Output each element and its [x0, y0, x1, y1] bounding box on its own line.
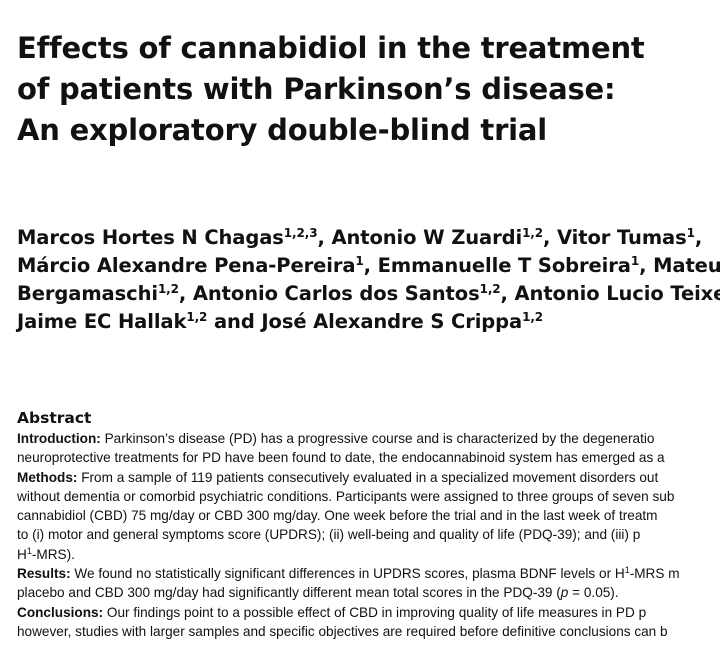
abstract-line: to (i) motor and general symptoms score …	[17, 527, 641, 543]
conclusions-label: Conclusions:	[17, 604, 104, 620]
author-affiliation: 1	[355, 254, 364, 268]
author-affiliation: 1,2	[186, 310, 208, 324]
author-name: José Alexandre S Crippa	[261, 310, 523, 333]
author-separator: ,	[543, 226, 558, 249]
author-line: Marcos Hortes N Chagas1,2,3, Antonio W Z…	[17, 224, 720, 252]
methods-text: H	[17, 546, 27, 562]
author-affiliation: 1	[630, 254, 640, 268]
abstract-line: Conclusions: Our findings point to a pos…	[17, 603, 720, 622]
methods-label: Methods:	[17, 469, 78, 485]
author-name: Vitor Tumas	[557, 226, 687, 249]
abstract-section: Abstract Introduction: Parkinson’s disea…	[17, 408, 720, 641]
author-line: Bergamaschi1,2, Antonio Carlos dos Santo…	[17, 280, 720, 308]
title-line: An exploratory double-blind trial	[17, 113, 548, 147]
author-separator: ,	[363, 254, 378, 277]
superscript: 1	[26, 545, 32, 556]
introduction-label: Introduction:	[17, 431, 101, 446]
superscript: 1	[624, 565, 630, 576]
abstract-line: placebo and CBD 300 mg/day had significa…	[17, 583, 720, 602]
author-separator: and	[207, 310, 262, 333]
article-title: Effects of cannabidiol in the treatment …	[17, 28, 645, 151]
author-name: Jaime EC Hallak	[17, 310, 187, 333]
results-text: placebo and CBD 300 mg/day had significa…	[17, 585, 561, 601]
author-name: Mateus M	[653, 254, 720, 277]
author-name: Emmanuelle T Sobreira	[377, 254, 631, 277]
author-name: Antonio Carlos dos Santos	[192, 282, 480, 305]
author-separator: ,	[639, 254, 654, 277]
author-affiliation: 1,2,3	[283, 226, 318, 240]
p-value-symbol: p	[560, 585, 569, 601]
author-name: Antonio W Zuardi	[331, 226, 523, 249]
methods-text: From a sample of 119 patients consecutiv…	[81, 469, 659, 485]
author-affiliation: 1,2	[522, 310, 544, 324]
author-separator: ,	[178, 282, 193, 305]
author-affiliation: 1,2	[522, 226, 544, 240]
author-name: Marcos Hortes N Chagas	[17, 226, 284, 249]
author-name: Márcio Alexandre Pena-Pereira	[17, 254, 356, 277]
conclusions-text: Our findings point to a possible effect …	[106, 604, 647, 620]
author-separator: ,	[500, 282, 515, 305]
abstract-line: Results: We found no statistically signi…	[17, 564, 720, 583]
introduction-text: Parkinson’s disease (PD) has a progressi…	[104, 431, 655, 446]
author-separator: ,	[694, 226, 703, 249]
results-label: Results:	[17, 566, 71, 582]
abstract-line: neuroprotective treatments for PD have b…	[17, 450, 665, 466]
abstract-line: H1-MRS).	[17, 545, 720, 564]
title-line: of patients with Parkinson’s disease:	[17, 72, 616, 106]
author-name: Bergamaschi	[17, 282, 158, 305]
results-text: We found no statistically significant di…	[74, 566, 625, 582]
abstract-heading: Abstract	[17, 409, 92, 427]
methods-text: -MRS).	[31, 546, 75, 562]
results-text: = 0.05).	[568, 585, 619, 601]
author-list: Marcos Hortes N Chagas1,2,3, Antonio W Z…	[17, 224, 720, 336]
author-name: Antonio Lucio Teixeira	[514, 282, 720, 305]
title-line: Effects of cannabidiol in the treatment	[17, 31, 645, 65]
abstract-line: Methods: From a sample of 119 patients c…	[17, 468, 720, 487]
author-line: Jaime EC Hallak1,2 and José Alexandre S …	[17, 308, 720, 336]
author-affiliation: 1	[686, 226, 695, 240]
abstract-line: without dementia or comorbid psychiatric…	[17, 488, 675, 504]
results-text: -MRS m	[629, 566, 680, 582]
abstract-body: Introduction: Parkinson’s disease (PD) h…	[17, 429, 720, 641]
author-separator: ,	[317, 226, 332, 249]
abstract-line: cannabidiol (CBD) 75 mg/day or CBD 300 m…	[17, 508, 658, 524]
author-line: Márcio Alexandre Pena-Pereira1, Emmanuel…	[17, 252, 720, 280]
abstract-line: however, studies with larger samples and…	[17, 623, 668, 639]
author-affiliation: 1,2	[479, 282, 501, 296]
abstract-line: Introduction: Parkinson’s disease (PD) h…	[17, 429, 720, 448]
author-affiliation: 1,2	[157, 282, 179, 296]
